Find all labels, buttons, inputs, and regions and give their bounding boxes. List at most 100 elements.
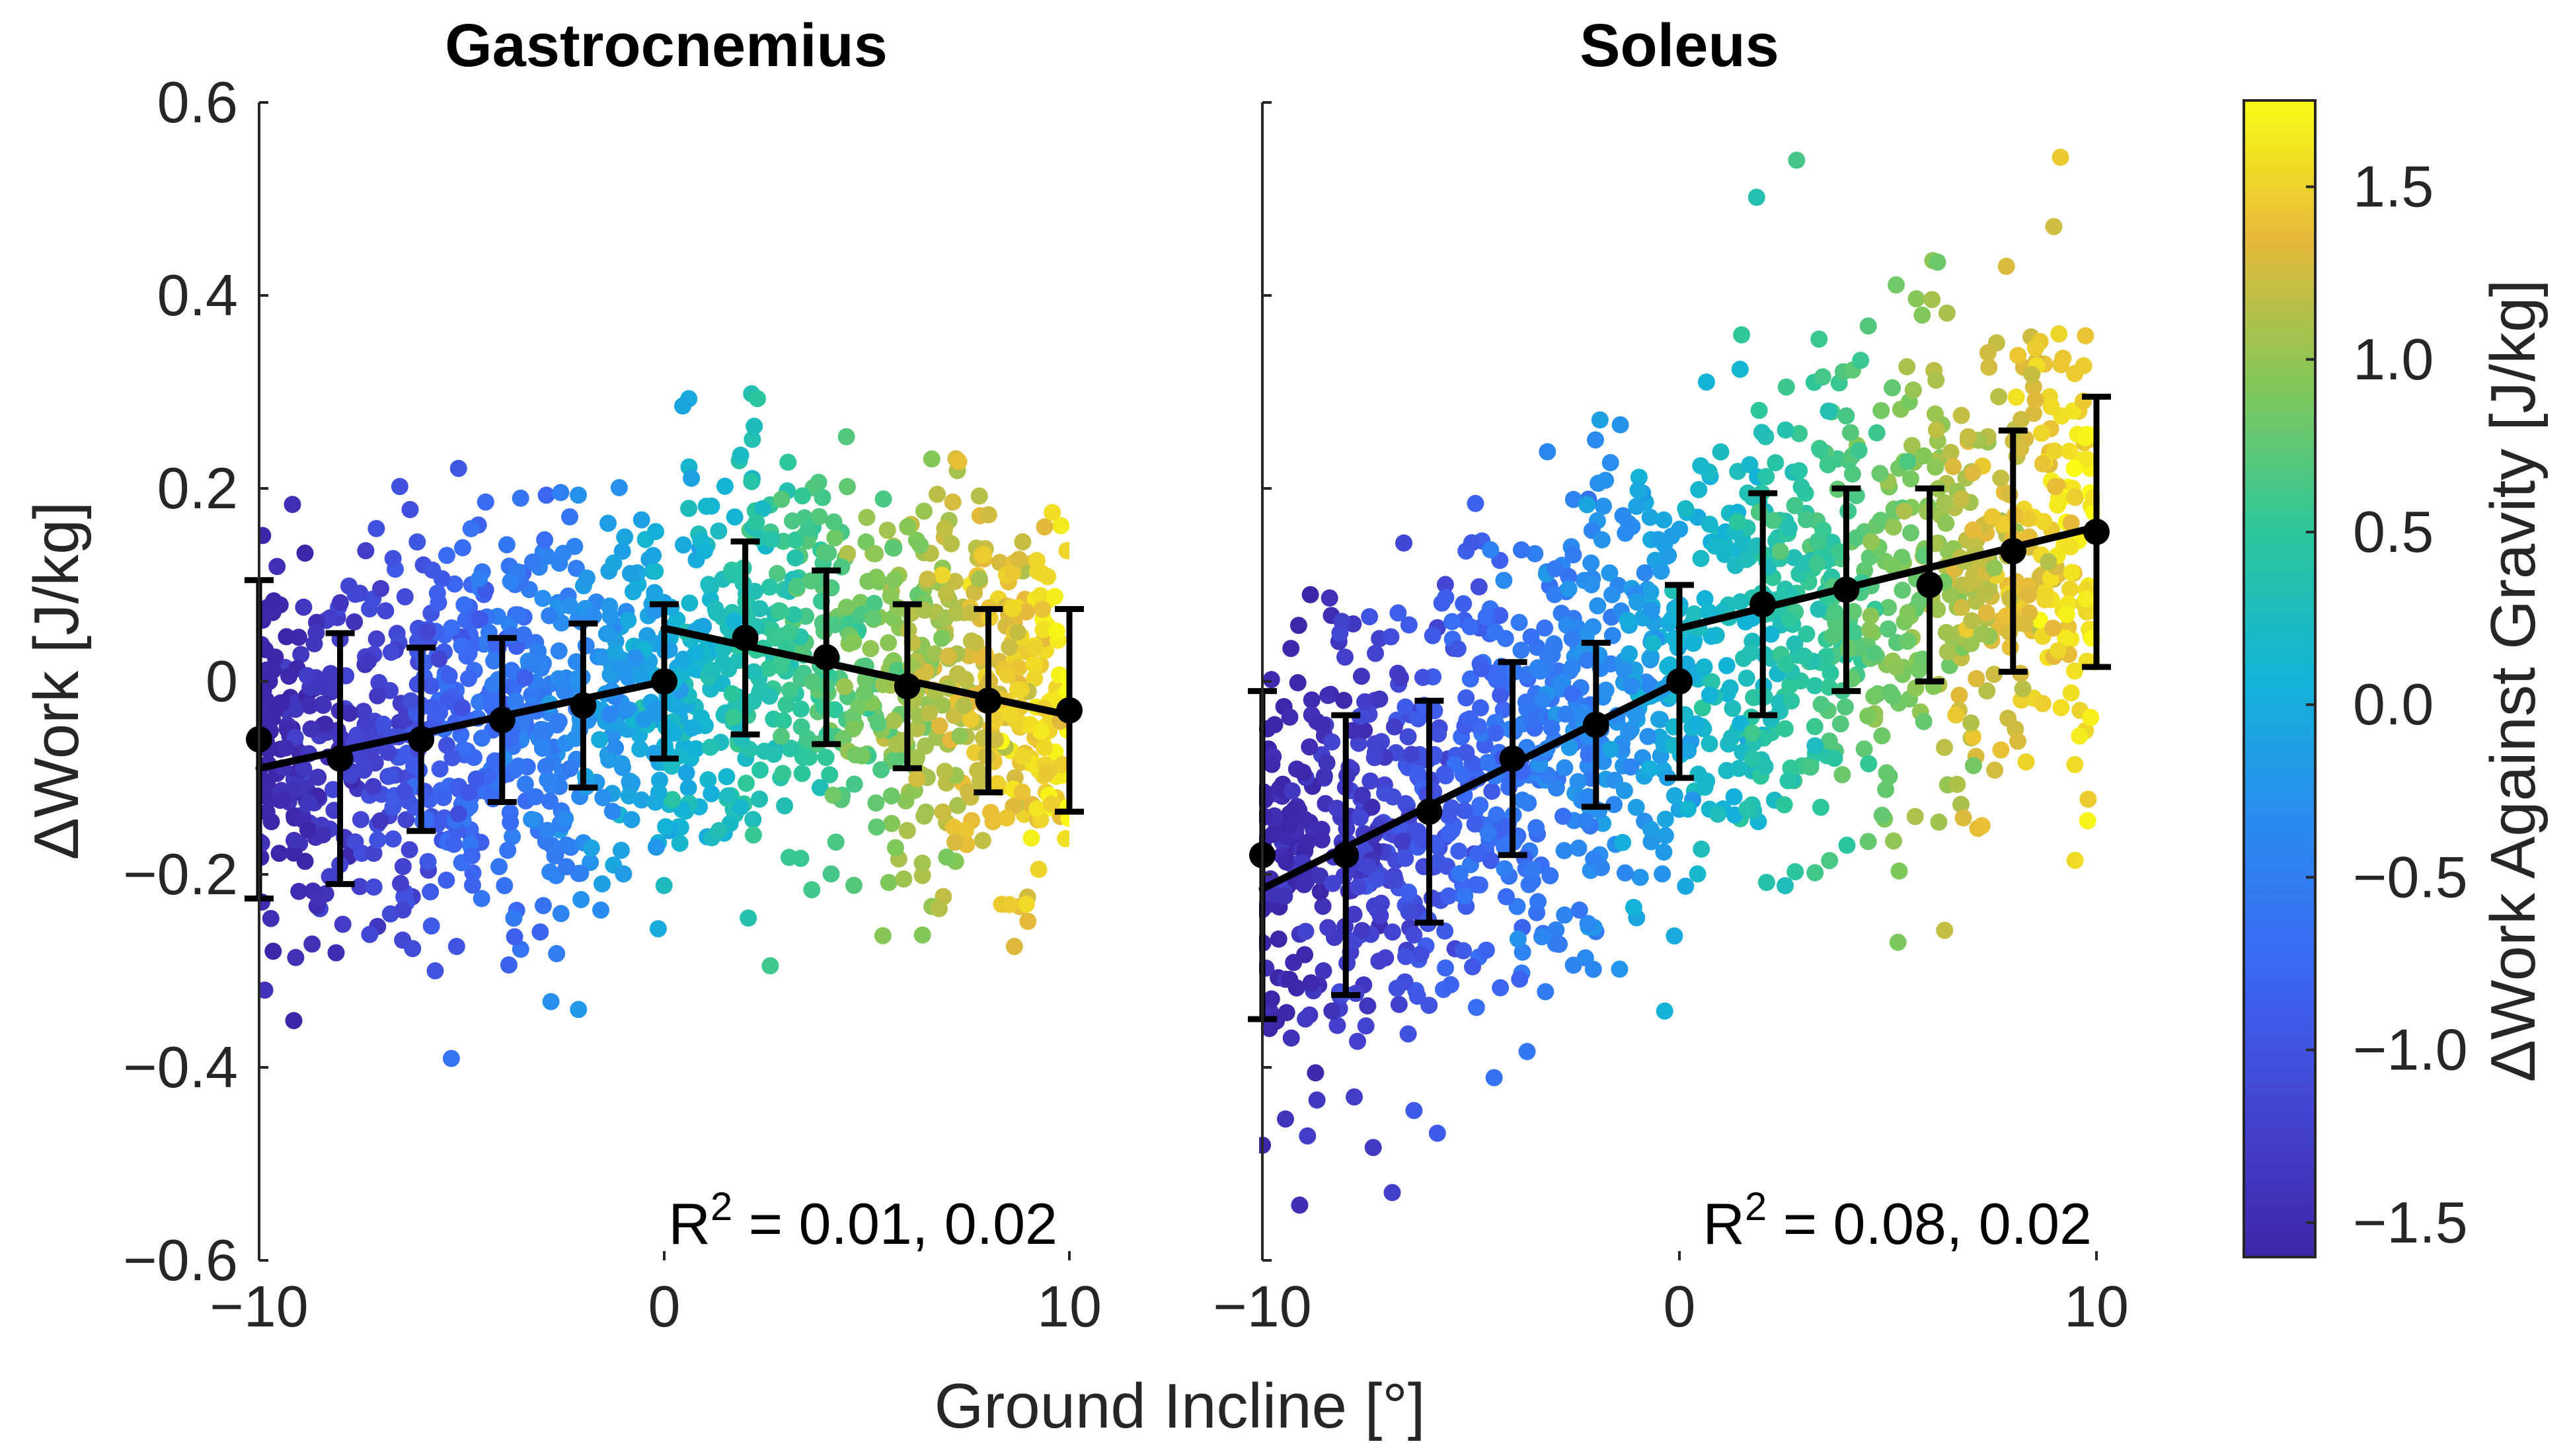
scatter-point: [1790, 425, 1808, 442]
scatter-point: [1725, 788, 1743, 806]
scatter-point: [1677, 500, 1695, 517]
scatter-point: [1631, 868, 1649, 886]
scatter-point: [631, 740, 649, 758]
scatter-point: [1810, 600, 1827, 618]
scatter-point: [1510, 613, 1528, 631]
scatter-point: [663, 757, 681, 775]
scatter-point: [1579, 915, 1597, 933]
scatter-point: [1536, 619, 1554, 637]
scatter-point: [365, 878, 383, 896]
scatter-point: [462, 519, 480, 537]
mean-point: [488, 707, 516, 734]
scatter-point: [2050, 325, 2068, 343]
scatter-point: [1270, 930, 1287, 948]
scatter-point: [1483, 783, 1501, 800]
scatter-point: [1859, 833, 1877, 851]
scatter-point: [1689, 865, 1707, 883]
scatter-point: [1841, 424, 1859, 441]
scatter-point: [644, 547, 662, 564]
scatter-point: [982, 804, 999, 822]
scatter-point: [2020, 510, 2037, 527]
scatter-point: [724, 708, 742, 726]
scatter-point: [1547, 921, 1565, 939]
scatter-point: [1859, 317, 1877, 335]
scatter-point: [1802, 758, 1820, 776]
scatter-point: [1551, 935, 1568, 953]
scatter-point: [845, 876, 863, 894]
scatter-point: [1405, 926, 1423, 944]
scatter-point: [1983, 508, 2001, 525]
scatter-point: [777, 696, 795, 714]
scatter-point: [1948, 775, 1966, 793]
scatter-point: [2077, 429, 2094, 447]
scatter-point: [674, 536, 692, 554]
scatter-point: [258, 774, 276, 792]
scatter-point: [471, 610, 488, 628]
scatter-point: [1307, 1064, 1324, 1082]
scatter-point: [802, 572, 820, 590]
scatter-point: [1315, 767, 1333, 785]
scatter-point: [874, 675, 892, 693]
scatter-point: [1819, 456, 1837, 474]
scatter-point: [1351, 809, 1369, 827]
scatter-point: [1642, 648, 1660, 666]
scatter-point: [784, 512, 801, 530]
scatter-point: [1518, 1043, 1536, 1060]
scatter-point: [1937, 514, 1955, 532]
scatter-point: [1938, 643, 1956, 661]
scatter-point: [1929, 601, 1946, 619]
scatter-point: [1001, 705, 1018, 723]
scatter-point: [1753, 424, 1771, 441]
scatter-point: [1354, 922, 1371, 939]
scatter-point: [2066, 488, 2083, 506]
mean-point: [813, 644, 840, 671]
scatter-point: [299, 821, 317, 839]
scatter-point: [1795, 555, 1813, 572]
scatter-point: [880, 634, 898, 652]
scatter-point: [1042, 795, 1060, 813]
scatter-point: [1738, 670, 1755, 687]
scatter-point: [993, 896, 1011, 913]
scatter-point: [1864, 644, 1882, 662]
scatter-point: [740, 909, 757, 927]
x-axis-label: Ground Incline [°]: [935, 1371, 1426, 1441]
scatter-point: [523, 810, 541, 828]
scatter-point: [710, 522, 728, 540]
scatter-point: [1281, 818, 1299, 835]
scatter-point: [1696, 590, 1714, 607]
scatter-point: [2079, 812, 2096, 829]
scatter-point: [1687, 715, 1705, 733]
scatter-point: [1690, 480, 1708, 498]
scatter-point: [1781, 611, 1799, 629]
scatter-point: [502, 814, 519, 831]
scatter-point: [327, 944, 345, 962]
scatter-point: [1052, 517, 1069, 535]
scatter-point: [646, 562, 664, 580]
scatter-point: [449, 459, 467, 477]
scatter-point: [913, 926, 931, 944]
scatter-point: [445, 835, 463, 853]
scatter-point: [908, 720, 926, 738]
scatter-point: [429, 703, 447, 721]
scatter-point: [1980, 358, 1998, 376]
scatter-point: [1276, 888, 1293, 905]
scatter-point: [364, 778, 382, 796]
scatter-point: [767, 629, 784, 647]
scatter-point: [1601, 454, 1619, 471]
scatter-point: [701, 738, 719, 756]
scatter-point: [419, 853, 437, 870]
x-ticks-soleus: −10 0 10: [1213, 1251, 2129, 1339]
scatter-point: [1400, 903, 1418, 921]
mean-overlay-gastrocnemius: [245, 538, 1084, 901]
scatter-point: [1587, 431, 1604, 449]
scatter-point: [460, 784, 478, 802]
scatter-point: [1806, 737, 1824, 755]
scatter-point: [1461, 618, 1479, 636]
scatter-point: [748, 514, 765, 531]
scatter-point: [1786, 497, 1804, 514]
scatter-point: [657, 818, 675, 835]
scatter-point: [1491, 607, 1509, 625]
scatter-point: [1757, 874, 1775, 892]
scatter-point: [1595, 497, 1612, 515]
scatter-point: [1703, 673, 1720, 691]
